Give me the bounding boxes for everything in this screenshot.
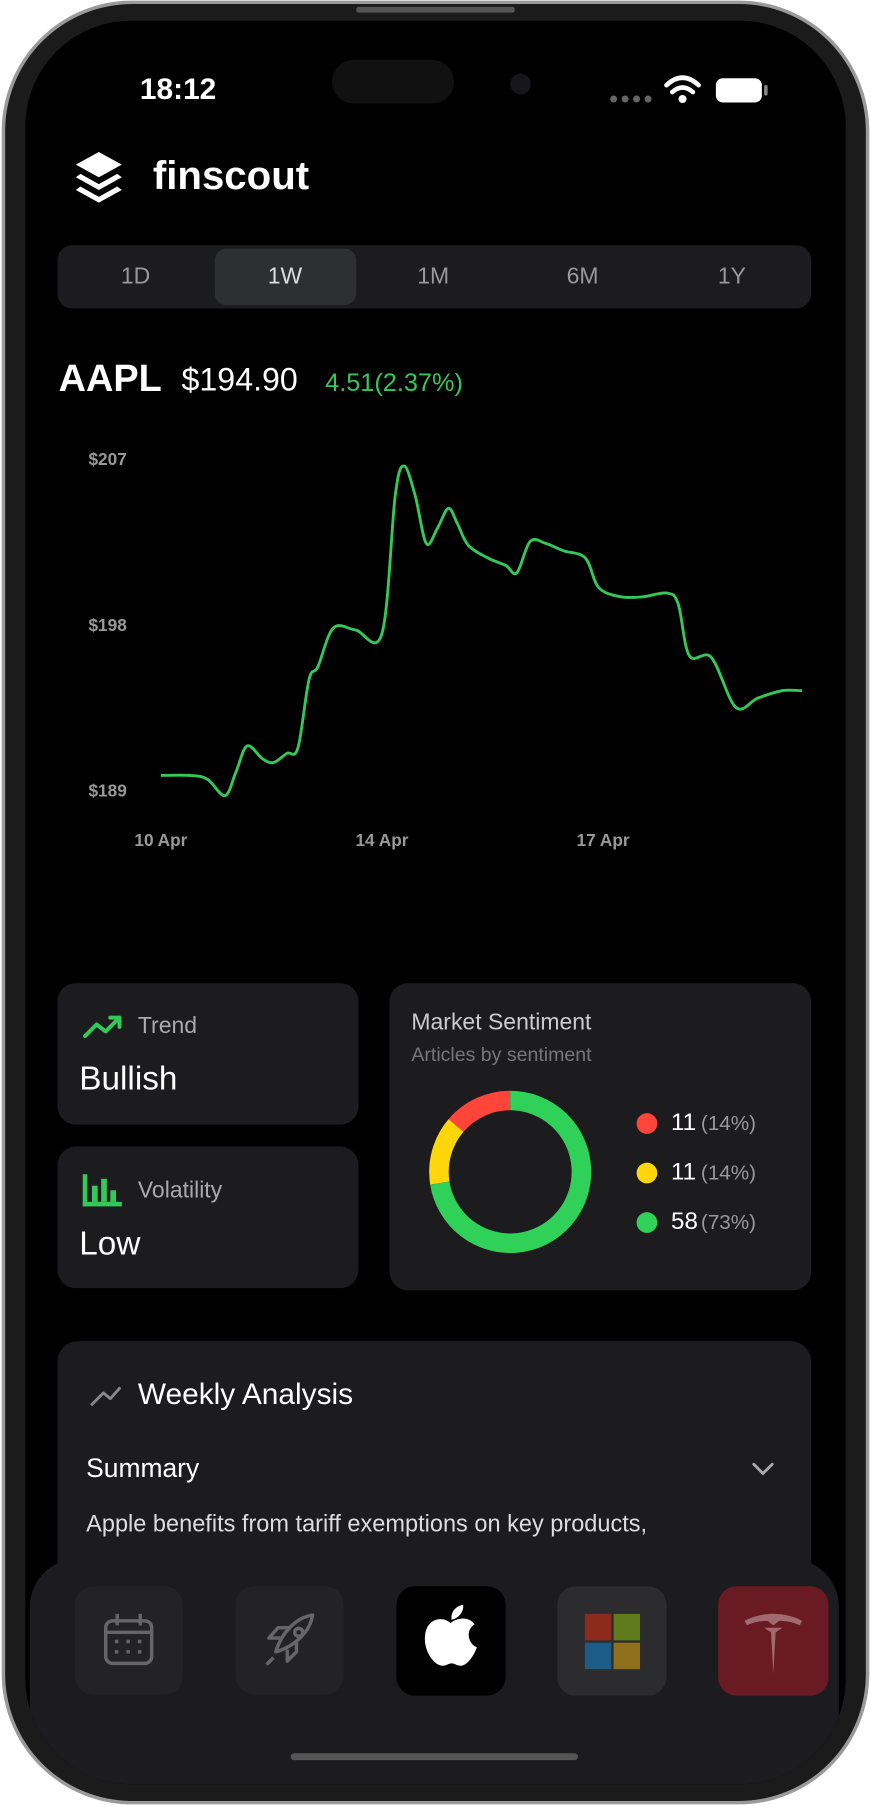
- analysis-title: Weekly Analysis: [138, 1378, 353, 1411]
- range-tab[interactable]: 1D: [121, 262, 150, 288]
- ticker: AAPL: [59, 358, 162, 400]
- tesla-logo: [744, 1613, 803, 1674]
- sentiment-title: Market Sentiment: [411, 1008, 592, 1034]
- rocket-icon: [265, 1613, 315, 1666]
- summary-heading[interactable]: Summary: [86, 1453, 200, 1483]
- x-tick-label: 14 Apr: [355, 830, 408, 850]
- price-change: 4.51(2.37%): [325, 369, 463, 397]
- wifi-dot: [678, 94, 687, 104]
- x-tick-label: 10 Apr: [134, 830, 187, 850]
- volatility-value: Low: [79, 1225, 141, 1262]
- camera: [510, 73, 531, 95]
- microsoft-logo: [584, 1613, 641, 1670]
- volatility-label: Volatility: [138, 1177, 223, 1203]
- sentiment-count: 58: [671, 1208, 698, 1235]
- speaker: [356, 6, 515, 13]
- volatility-icon: [82, 1174, 122, 1207]
- legend-dot: [636, 1162, 658, 1184]
- sentiment-subtitle: Articles by sentiment: [411, 1044, 592, 1066]
- dynamic-island: [332, 59, 454, 104]
- sentiment-percent: (14%): [701, 1162, 756, 1185]
- battery-tip: [764, 85, 768, 96]
- y-tick-label: $198: [88, 615, 127, 635]
- battery-icon: [715, 78, 762, 103]
- y-tick-label: $189: [88, 781, 126, 801]
- legend-dot: [636, 1212, 658, 1233]
- price-line: [160, 464, 803, 798]
- sentiment-percent: (14%): [701, 1112, 756, 1135]
- logo-icon: [75, 151, 122, 203]
- donut-segment: [448, 1090, 511, 1133]
- chevron-icon[interactable]: [752, 1462, 774, 1476]
- sentiment-percent: (73%): [701, 1211, 756, 1234]
- home-indicator: [290, 1753, 578, 1761]
- sentiment-count: 11: [671, 1109, 696, 1136]
- app-name: finscout: [153, 153, 309, 198]
- donut-segment: [430, 1090, 592, 1253]
- microsoft-button[interactable]: [557, 1586, 667, 1696]
- trend-card: [57, 983, 359, 1125]
- tab-selected: [214, 248, 357, 306]
- range-tab[interactable]: 1M: [417, 262, 449, 288]
- signal-icon: [610, 95, 652, 103]
- range-tab[interactable]: 1W: [268, 262, 303, 288]
- trend-value: Bullish: [79, 1061, 177, 1098]
- sentiment-card: [389, 983, 812, 1291]
- range-tab[interactable]: 6M: [567, 262, 599, 288]
- trend-icon: [83, 1015, 122, 1039]
- trend-label: Trend: [138, 1012, 197, 1038]
- rocket-button[interactable]: [235, 1586, 344, 1695]
- donut-segment: [429, 1119, 464, 1185]
- x-tick-label: 17 Apr: [577, 830, 630, 850]
- sentiment-count: 11: [671, 1158, 696, 1185]
- legend-dot: [636, 1113, 658, 1134]
- price: $194.90: [182, 362, 298, 398]
- status-time: 18:12: [140, 73, 216, 106]
- summary-text: Apple benefits from tariff exemptions on…: [86, 1510, 647, 1536]
- apple-logo: [424, 1604, 477, 1666]
- y-tick-label: $207: [88, 449, 126, 469]
- calendar-icon: [103, 1613, 154, 1666]
- wifi-icon: [664, 75, 701, 95]
- analysis-icon: [90, 1386, 121, 1406]
- volatility-card: [57, 1146, 359, 1289]
- range-tab[interactable]: 1Y: [718, 262, 746, 288]
